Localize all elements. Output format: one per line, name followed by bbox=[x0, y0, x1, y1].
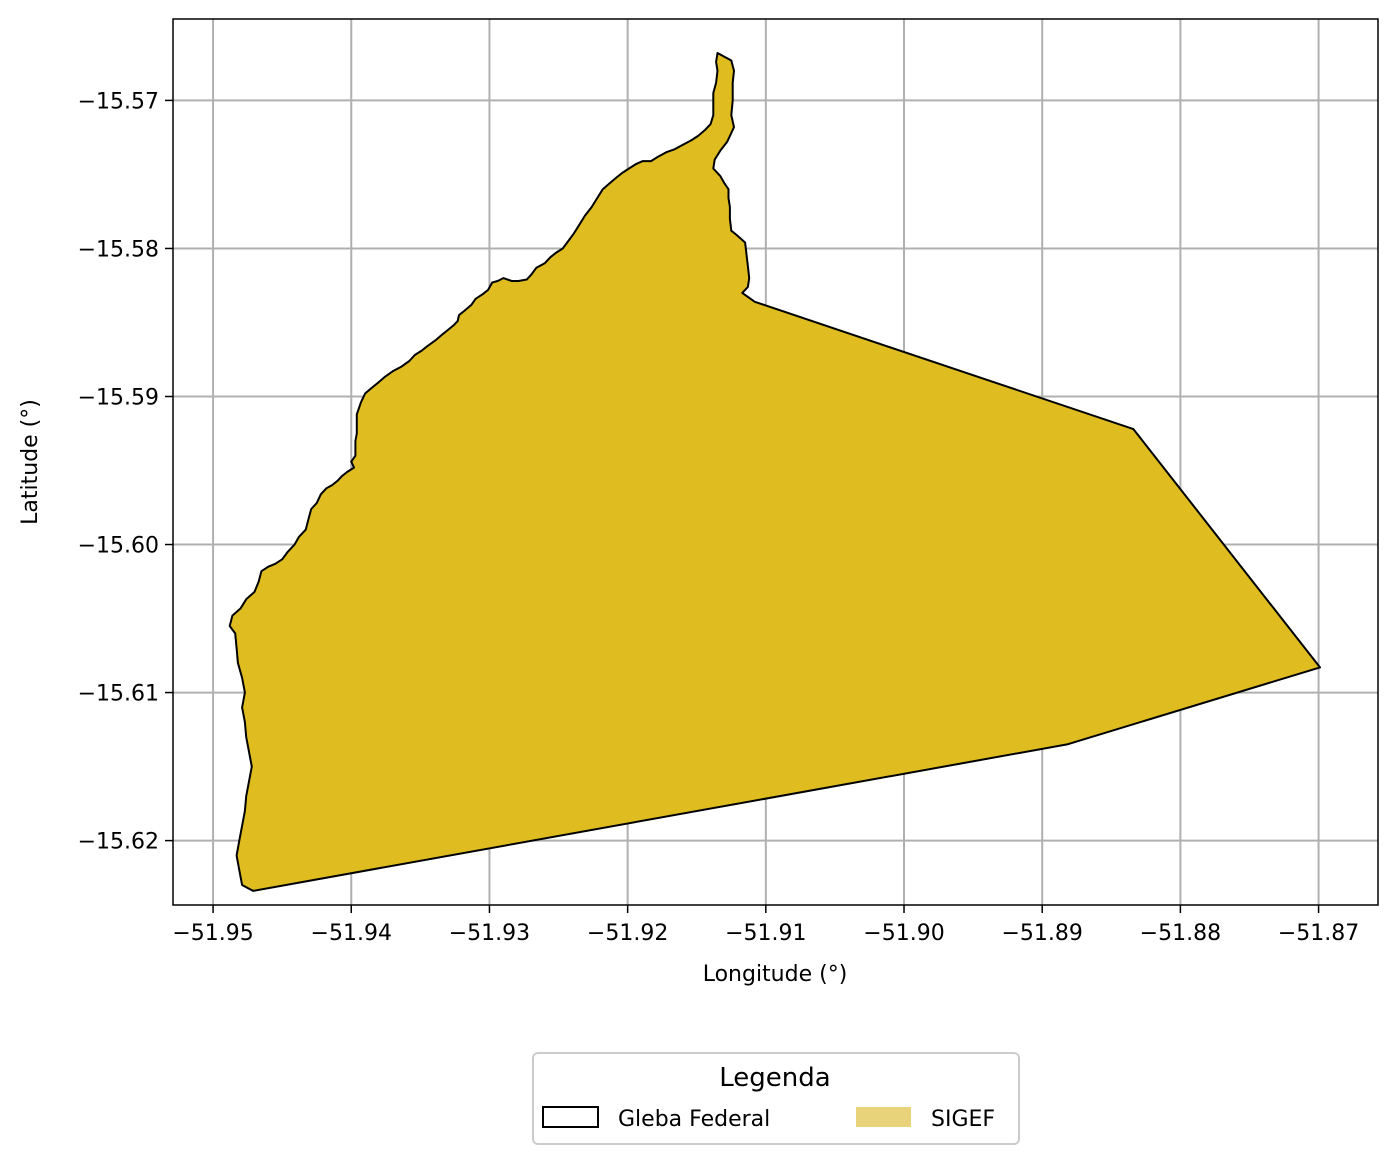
axes-frame bbox=[172, 18, 1379, 906]
legend-label-gleba-federal: Gleba Federal bbox=[618, 1107, 770, 1132]
x-tick-label: −51.95 bbox=[172, 921, 253, 946]
x-tick-label: −51.94 bbox=[311, 921, 392, 946]
x-tick-label: −51.88 bbox=[1140, 921, 1221, 946]
x-tick-label: −51.89 bbox=[1001, 921, 1082, 946]
x-axis-label: Longitude (°) bbox=[703, 962, 848, 987]
x-tick-label: −51.90 bbox=[863, 921, 944, 946]
legend-swatch-gleba-federal bbox=[542, 1106, 599, 1128]
x-tick-label: −51.92 bbox=[587, 921, 668, 946]
x-tick-label: −51.87 bbox=[1278, 921, 1359, 946]
legend-label-sigef: SIGEF bbox=[931, 1107, 995, 1132]
y-tick-label: −15.60 bbox=[78, 534, 159, 559]
x-tick-label: −51.91 bbox=[725, 921, 806, 946]
y-axis-ticks: −15.57 −15.58 −15.59 −15.60 −15.61 −15.62 bbox=[78, 89, 173, 855]
y-axis-label: Latitude (°) bbox=[18, 399, 43, 525]
legend: Legenda Gleba Federal SIGEF bbox=[532, 1052, 1020, 1145]
y-tick-label: −15.58 bbox=[78, 237, 159, 262]
legend-title: Legenda bbox=[719, 1063, 830, 1093]
x-tick-label: −51.93 bbox=[449, 921, 530, 946]
x-axis-ticks: −51.95 −51.94 −51.93 −51.92 −51.91 −51.90 −51.… bbox=[172, 905, 1359, 946]
y-tick-label: −15.59 bbox=[78, 385, 159, 410]
gleba-federal-polygon bbox=[228, 52, 1321, 892]
y-tick-label: −15.57 bbox=[78, 89, 159, 114]
y-tick-label: −15.61 bbox=[78, 682, 159, 707]
y-tick-label: −15.62 bbox=[78, 830, 159, 855]
legend-swatch-sigef bbox=[856, 1107, 911, 1127]
